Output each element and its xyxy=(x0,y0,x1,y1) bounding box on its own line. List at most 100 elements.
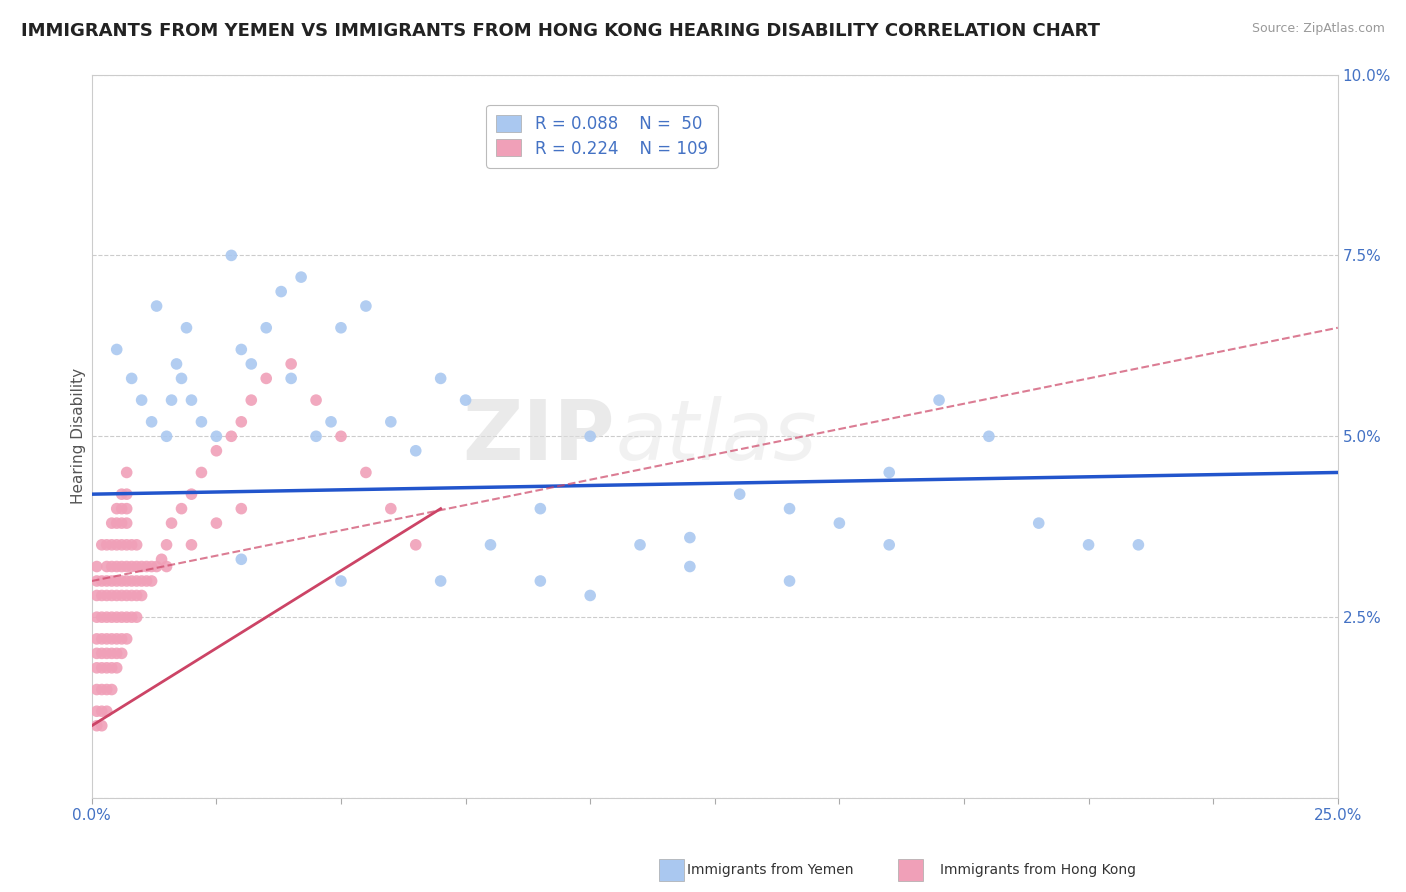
Point xyxy=(121,589,143,603)
Point xyxy=(111,538,134,552)
Point xyxy=(96,632,118,646)
Point xyxy=(231,501,253,516)
Text: Source: ZipAtlas.com: Source: ZipAtlas.com xyxy=(1251,22,1385,36)
Point xyxy=(131,559,153,574)
Point xyxy=(100,682,122,697)
Point xyxy=(111,589,134,603)
Point xyxy=(231,552,253,566)
Point xyxy=(254,371,277,385)
Point xyxy=(86,610,108,624)
Point xyxy=(100,538,122,552)
Point xyxy=(96,682,118,697)
Point xyxy=(105,516,128,530)
Point xyxy=(1028,516,1050,530)
Point xyxy=(115,632,138,646)
Point xyxy=(125,559,148,574)
Point xyxy=(529,501,551,516)
Point xyxy=(100,610,122,624)
Point xyxy=(1077,538,1099,552)
Point xyxy=(679,559,702,574)
Point xyxy=(111,559,134,574)
Point xyxy=(86,574,108,588)
Point xyxy=(579,429,602,443)
Point xyxy=(579,589,602,603)
Point xyxy=(105,646,128,660)
Text: Immigrants from Yemen: Immigrants from Yemen xyxy=(686,863,853,877)
Point xyxy=(111,574,134,588)
Legend: R = 0.088    N =  50, R = 0.224    N = 109: R = 0.088 N = 50, R = 0.224 N = 109 xyxy=(486,104,717,168)
Point xyxy=(779,501,801,516)
Point xyxy=(170,501,193,516)
Point xyxy=(354,466,377,480)
Text: Immigrants from Hong Kong: Immigrants from Hong Kong xyxy=(939,863,1136,877)
Point xyxy=(96,704,118,718)
Point xyxy=(111,610,134,624)
Point xyxy=(90,574,112,588)
Point xyxy=(86,632,108,646)
Point xyxy=(141,574,163,588)
Point xyxy=(270,285,292,299)
Point xyxy=(105,501,128,516)
Point xyxy=(86,661,108,675)
Point xyxy=(96,589,118,603)
Point xyxy=(205,443,228,458)
Point xyxy=(96,610,118,624)
Point xyxy=(90,632,112,646)
Point xyxy=(290,270,312,285)
Point xyxy=(121,371,143,385)
Point xyxy=(115,610,138,624)
Point xyxy=(90,589,112,603)
Point xyxy=(135,574,157,588)
Point xyxy=(305,393,328,408)
Point xyxy=(190,415,212,429)
Text: IMMIGRANTS FROM YEMEN VS IMMIGRANTS FROM HONG KONG HEARING DISABILITY CORRELATIO: IMMIGRANTS FROM YEMEN VS IMMIGRANTS FROM… xyxy=(21,22,1099,40)
Point xyxy=(176,320,198,334)
Point xyxy=(96,646,118,660)
Point xyxy=(105,589,128,603)
Point xyxy=(141,415,163,429)
Point xyxy=(125,589,148,603)
Point xyxy=(728,487,751,501)
Point xyxy=(877,538,900,552)
Point xyxy=(100,632,122,646)
Point xyxy=(380,415,402,429)
Point xyxy=(125,610,148,624)
Point xyxy=(115,501,138,516)
Point xyxy=(330,574,353,588)
Point xyxy=(170,371,193,385)
Point xyxy=(125,574,148,588)
Point xyxy=(254,320,277,334)
Point xyxy=(125,538,148,552)
Point xyxy=(111,487,134,501)
Point xyxy=(96,661,118,675)
Text: atlas: atlas xyxy=(614,396,817,477)
Point xyxy=(231,415,253,429)
Point xyxy=(240,357,263,371)
Point xyxy=(90,719,112,733)
Point xyxy=(150,552,173,566)
Point xyxy=(454,393,477,408)
Point xyxy=(145,299,167,313)
Point xyxy=(100,516,122,530)
Point xyxy=(86,682,108,697)
Point xyxy=(240,393,263,408)
Point xyxy=(96,574,118,588)
Point xyxy=(115,466,138,480)
Point xyxy=(115,516,138,530)
Point xyxy=(205,516,228,530)
Point xyxy=(105,559,128,574)
Point xyxy=(679,531,702,545)
Point xyxy=(90,661,112,675)
Point xyxy=(330,429,353,443)
Point xyxy=(115,559,138,574)
Point xyxy=(121,610,143,624)
Point xyxy=(105,343,128,357)
Point xyxy=(221,248,243,262)
Point xyxy=(131,393,153,408)
Point xyxy=(180,487,202,501)
Point xyxy=(100,661,122,675)
Point xyxy=(479,538,502,552)
Point xyxy=(319,415,342,429)
Point xyxy=(928,393,950,408)
Point xyxy=(90,646,112,660)
